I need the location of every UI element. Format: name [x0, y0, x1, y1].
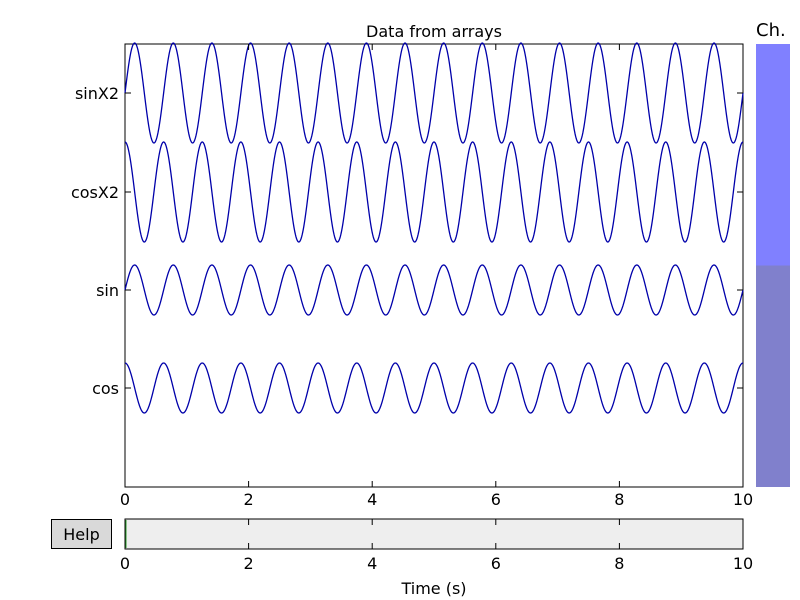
channel-scrollbar-label: Ch.: [756, 20, 786, 41]
channel-labels: sinX2 cosX2 sin cos: [71, 84, 743, 398]
x-axis-label: Time (s): [400, 579, 466, 598]
scroll-x-tick-label: 6: [491, 554, 501, 573]
channel-label-sin: sin: [96, 281, 119, 300]
x-tick-label: 0: [120, 490, 130, 509]
trace-sinX2: [124, 42, 744, 144]
x-tick-label: 6: [491, 490, 501, 509]
scroll-x-tick-label: 10: [733, 554, 753, 573]
scroll-x-tick-label: 4: [367, 554, 377, 573]
chart-title: Data from arrays: [366, 22, 502, 41]
scroll-x-tick-label: 8: [614, 554, 624, 573]
x-tick-label: 10: [733, 490, 753, 509]
channel-scrollbar-rest[interactable]: [756, 265, 790, 488]
signal-traces: [124, 42, 744, 414]
time-scrollbar[interactable]: [124, 518, 744, 550]
scroll-x-tick-label: 2: [244, 554, 254, 573]
main-x-ticks: 0 2 4 6 8 10: [120, 44, 753, 509]
trace-cos: [124, 362, 744, 414]
plot-frame: [124, 43, 744, 488]
channel-label-sinX2: sinX2: [75, 84, 119, 103]
help-button[interactable]: Help: [51, 519, 112, 549]
trace-cosX2: [124, 141, 744, 243]
x-tick-label: 8: [614, 490, 624, 509]
scroll-x-ticks: 0 2 4 6 8 10: [120, 519, 753, 573]
x-tick-label: 4: [367, 490, 377, 509]
x-tick-label: 2: [244, 490, 254, 509]
channel-label-cosX2: cosX2: [71, 183, 119, 202]
channel-scrollbar-selected[interactable]: [756, 44, 790, 266]
channel-label-cos: cos: [92, 379, 119, 398]
trace-sin: [124, 264, 744, 316]
scroll-x-tick-label: 0: [120, 554, 130, 573]
